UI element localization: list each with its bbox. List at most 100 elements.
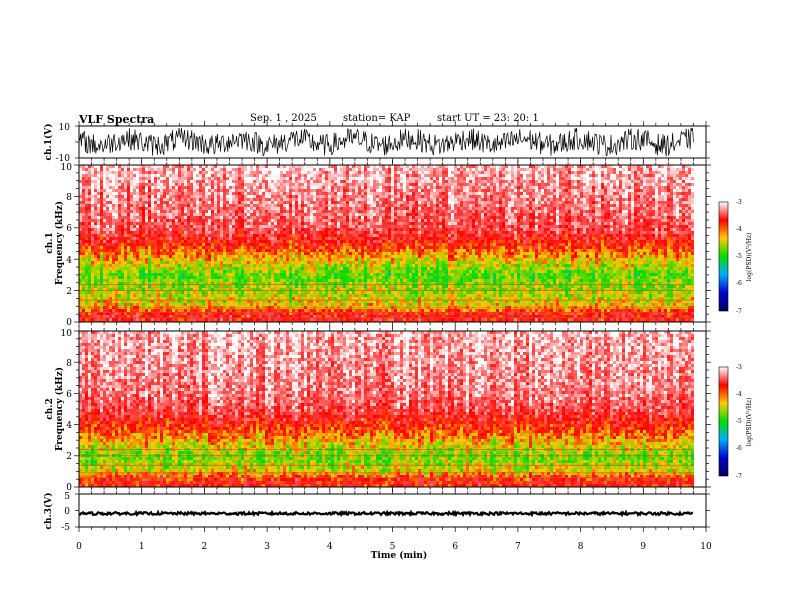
spectrogram-cell: [316, 195, 319, 198]
spectrogram-cell: [286, 222, 289, 225]
spectrogram-cell: [154, 189, 157, 192]
spectrogram-cell: [268, 261, 271, 264]
spectrogram-cell: [88, 240, 91, 243]
spectrogram-cell: [187, 294, 190, 297]
spectrogram-cell: [337, 288, 340, 291]
spectrogram-cell: [208, 243, 211, 246]
spectrogram-cell: [160, 312, 163, 315]
spectrogram-cell: [112, 183, 115, 186]
spectrogram-cell: [229, 261, 232, 264]
spectrogram-cell: [115, 264, 118, 267]
spectrogram-cell: [214, 258, 217, 261]
spectrogram-cell: [310, 180, 313, 183]
spectrogram-cell: [253, 255, 256, 258]
spectrogram-cell: [322, 174, 325, 177]
spectrogram-cell: [223, 312, 226, 315]
spectrogram-cell: [100, 228, 103, 231]
spectrogram-cell: [310, 303, 313, 306]
spectrogram-cell: [205, 222, 208, 225]
spectrogram-cell: [100, 222, 103, 225]
spectrogram-cell: [142, 192, 145, 195]
spectrogram-cell: [304, 183, 307, 186]
spectrogram-cell: [292, 198, 295, 201]
spectrogram-cell: [355, 177, 358, 180]
spectrogram-cell: [82, 309, 85, 312]
spectrogram-cell: [121, 168, 124, 171]
spectrogram-cell: [220, 168, 223, 171]
spectrogram-cell: [145, 213, 148, 216]
spectrogram-cell: [163, 249, 166, 252]
spectrogram-cell: [211, 306, 214, 309]
spectrogram-cell: [193, 282, 196, 285]
spectrogram-cell: [124, 189, 127, 192]
spectrogram-cell: [178, 213, 181, 216]
spectrogram-cell: [103, 195, 106, 198]
spectrogram-cell: [184, 279, 187, 282]
spectrogram-cell: [265, 192, 268, 195]
spectrogram-cell: [205, 174, 208, 177]
spectrogram-cell: [328, 237, 331, 240]
spectrogram-cell: [277, 198, 280, 201]
spectrogram-cell: [178, 216, 181, 219]
spectrogram-cell: [190, 243, 193, 246]
spectrogram-cell: [145, 192, 148, 195]
spectrogram-cell: [265, 249, 268, 252]
spectrogram-cell: [214, 168, 217, 171]
spectrogram-cell: [262, 174, 265, 177]
spectrogram-cell: [184, 213, 187, 216]
spectrogram-cell: [205, 237, 208, 240]
spectrogram-cell: [193, 198, 196, 201]
spectrogram-cell: [301, 261, 304, 264]
spectrogram-cell: [157, 201, 160, 204]
spectrogram-cell: [79, 261, 82, 264]
spectrogram-cell: [127, 234, 130, 237]
spectrogram-cell: [208, 183, 211, 186]
spectrogram-cell: [319, 210, 322, 213]
spectrogram-cell: [106, 312, 109, 315]
spectrogram-cell: [97, 246, 100, 249]
spectrogram-cell: [136, 171, 139, 174]
spectrogram-cell: [202, 165, 205, 168]
spectrogram-cell: [232, 285, 235, 288]
ch1-waveform-panel: 10 -10 ch.1(V): [43, 123, 707, 164]
spectrogram-cell: [175, 294, 178, 297]
spectrogram-cell: [133, 255, 136, 258]
spectrogram-cell: [313, 291, 316, 294]
spectrogram-cell: [217, 198, 220, 201]
spectrogram-cell: [226, 300, 229, 303]
spectrogram-cell: [220, 294, 223, 297]
spectrogram-cell: [124, 303, 127, 306]
spectrogram-cell: [163, 273, 166, 276]
spectrogram-cell: [139, 240, 142, 243]
spectrogram-cell: [289, 309, 292, 312]
spectrogram-cell: [280, 174, 283, 177]
spectrogram-cell: [331, 231, 334, 234]
spectrogram-cell: [226, 204, 229, 207]
spectrogram-cell: [271, 303, 274, 306]
spectrogram-cell: [277, 288, 280, 291]
spectrogram-cell: [277, 318, 280, 321]
spectrogram-cell: [205, 231, 208, 234]
spectrogram-cell: [337, 189, 340, 192]
spectrogram-cell: [157, 258, 160, 261]
spectrogram-cell: [109, 294, 112, 297]
spectrogram-cell: [298, 276, 301, 279]
spectrogram-cell: [280, 300, 283, 303]
spectrogram-cell: [118, 189, 121, 192]
spectrogram-cell: [181, 306, 184, 309]
spectrogram-cell: [139, 282, 142, 285]
spectrogram-cell: [343, 270, 346, 273]
spectrogram-cell: [346, 255, 349, 258]
spectrogram-cell: [310, 183, 313, 186]
spectrogram-cell: [142, 207, 145, 210]
spectrogram-cell: [286, 189, 289, 192]
spectrogram-cell: [130, 240, 133, 243]
spectrogram-cell: [94, 276, 97, 279]
spectrogram-cell: [316, 297, 319, 300]
spectrogram-cell: [112, 273, 115, 276]
spectrogram-cell: [223, 186, 226, 189]
spectrogram-cell: [298, 315, 301, 318]
spectrogram-cell: [151, 240, 154, 243]
spectrogram-cell: [247, 183, 250, 186]
spectrogram-cell: [286, 285, 289, 288]
